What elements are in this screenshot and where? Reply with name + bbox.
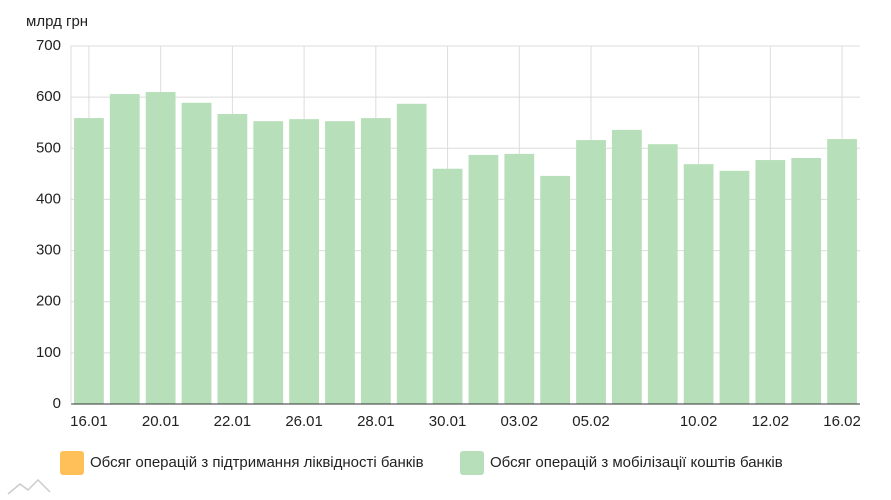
legend-label: Обсяг операцій з підтримання ліквідності… bbox=[90, 454, 424, 471]
x-tick-label: 12.02 bbox=[752, 413, 790, 430]
y-tick-label: 700 bbox=[36, 37, 61, 54]
x-tick-label: 05.02 bbox=[572, 413, 610, 430]
bar bbox=[289, 119, 319, 405]
logo bbox=[7, 478, 51, 495]
y-tick-label: 200 bbox=[36, 293, 61, 310]
y-tick-label: 600 bbox=[36, 88, 61, 105]
x-tick-label: 30.01 bbox=[429, 413, 467, 430]
legend-swatch bbox=[60, 451, 84, 475]
x-tick-label: 22.01 bbox=[214, 413, 252, 430]
bar bbox=[217, 114, 248, 405]
x-tick-label: 20.01 bbox=[142, 413, 180, 430]
bar bbox=[576, 140, 606, 405]
bar bbox=[145, 92, 176, 405]
bar bbox=[647, 144, 678, 405]
x-tick-label: 10.02 bbox=[680, 413, 718, 430]
bar bbox=[683, 164, 714, 404]
bar bbox=[791, 158, 822, 404]
bar bbox=[396, 103, 427, 404]
x-tick-label: 28.01 bbox=[357, 413, 395, 430]
legend-label: Обсяг операцій з мобілізації коштів банк… bbox=[490, 454, 783, 471]
x-tick-label: 16.01 bbox=[70, 413, 108, 430]
bar bbox=[109, 94, 140, 405]
x-tick-label: 26.01 bbox=[285, 413, 323, 430]
bar bbox=[432, 168, 463, 404]
legend-swatch bbox=[460, 451, 484, 475]
bar bbox=[360, 118, 391, 405]
bar bbox=[325, 121, 355, 405]
y-tick-label: 100 bbox=[36, 344, 61, 361]
bar bbox=[827, 139, 857, 404]
x-tick-label: 03.02 bbox=[501, 413, 539, 430]
y-axis-label: млрд грн bbox=[26, 13, 88, 30]
bar bbox=[468, 154, 499, 404]
bar bbox=[755, 160, 786, 404]
y-tick-label: 500 bbox=[36, 139, 61, 156]
bar bbox=[504, 153, 535, 404]
bar bbox=[719, 170, 750, 404]
y-tick-label: 0 bbox=[53, 395, 61, 412]
bar bbox=[612, 129, 642, 405]
x-tick-label: 16.02 bbox=[823, 413, 861, 430]
y-tick-label: 400 bbox=[36, 190, 61, 207]
bar bbox=[74, 118, 104, 405]
bar bbox=[540, 175, 571, 404]
bar bbox=[181, 102, 212, 405]
y-tick-label: 300 bbox=[36, 242, 61, 259]
bar bbox=[253, 121, 284, 405]
